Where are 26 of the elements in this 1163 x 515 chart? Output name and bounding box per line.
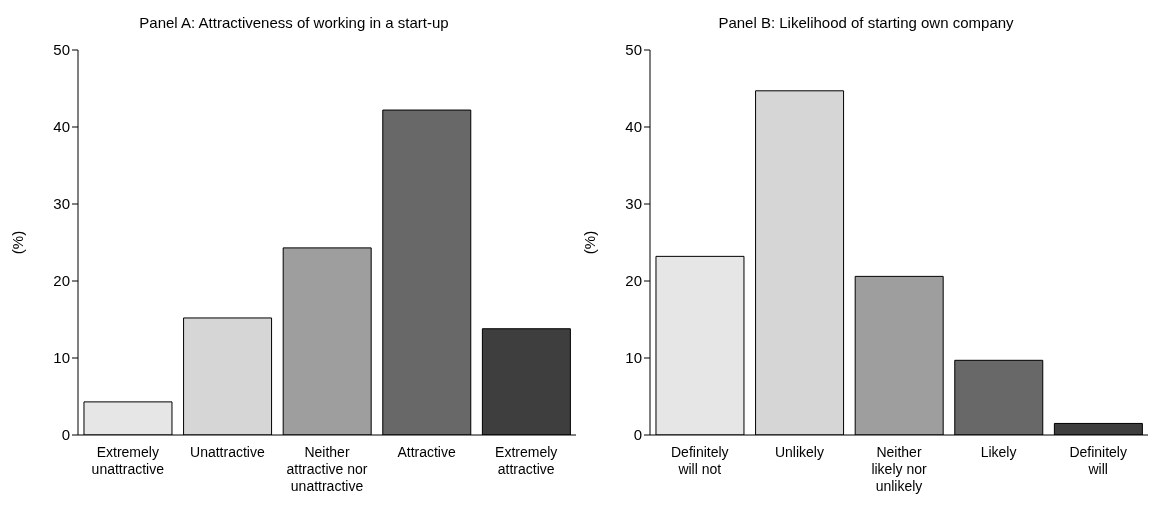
x-tick-label: Likely xyxy=(980,444,1017,460)
x-tick-label: Neither likely nor unlikely xyxy=(871,444,927,494)
x-tick-label: Unattractive xyxy=(190,444,265,460)
y-axis-title: (%) xyxy=(9,230,27,255)
y-tick-label: 20 xyxy=(53,272,70,290)
y-tick-label: 30 xyxy=(625,195,642,213)
y-tick-label: 40 xyxy=(53,118,70,136)
y-tick-label: 50 xyxy=(625,41,642,59)
y-tick-label: 30 xyxy=(53,195,70,213)
chart-title: Panel B: Likelihood of starting own company xyxy=(717,13,1015,33)
y-tick-label: 0 xyxy=(61,426,70,444)
x-tick-label: Extremely unattractive xyxy=(91,444,165,477)
x-tick-label: Extremely attractive xyxy=(495,444,558,477)
y-tick-label: 40 xyxy=(625,118,642,136)
y-tick-label: 10 xyxy=(625,349,642,367)
x-tick-label: Attractive xyxy=(397,444,456,460)
y-tick-label: 50 xyxy=(53,41,70,59)
x-tick-label: Neither attractive nor unattractive xyxy=(286,444,368,494)
y-tick-label: 10 xyxy=(53,349,70,367)
x-tick-label: Unlikely xyxy=(774,444,824,460)
x-tick-label: Definitely will not xyxy=(671,444,729,477)
chart-title: Panel A: Attractiveness of working in a start-up xyxy=(138,13,450,33)
x-tick-label: Definitely will xyxy=(1069,444,1127,477)
y-axis-title: (%) xyxy=(581,230,599,255)
y-tick-label: 0 xyxy=(633,426,642,444)
y-tick-label: 20 xyxy=(625,272,642,290)
